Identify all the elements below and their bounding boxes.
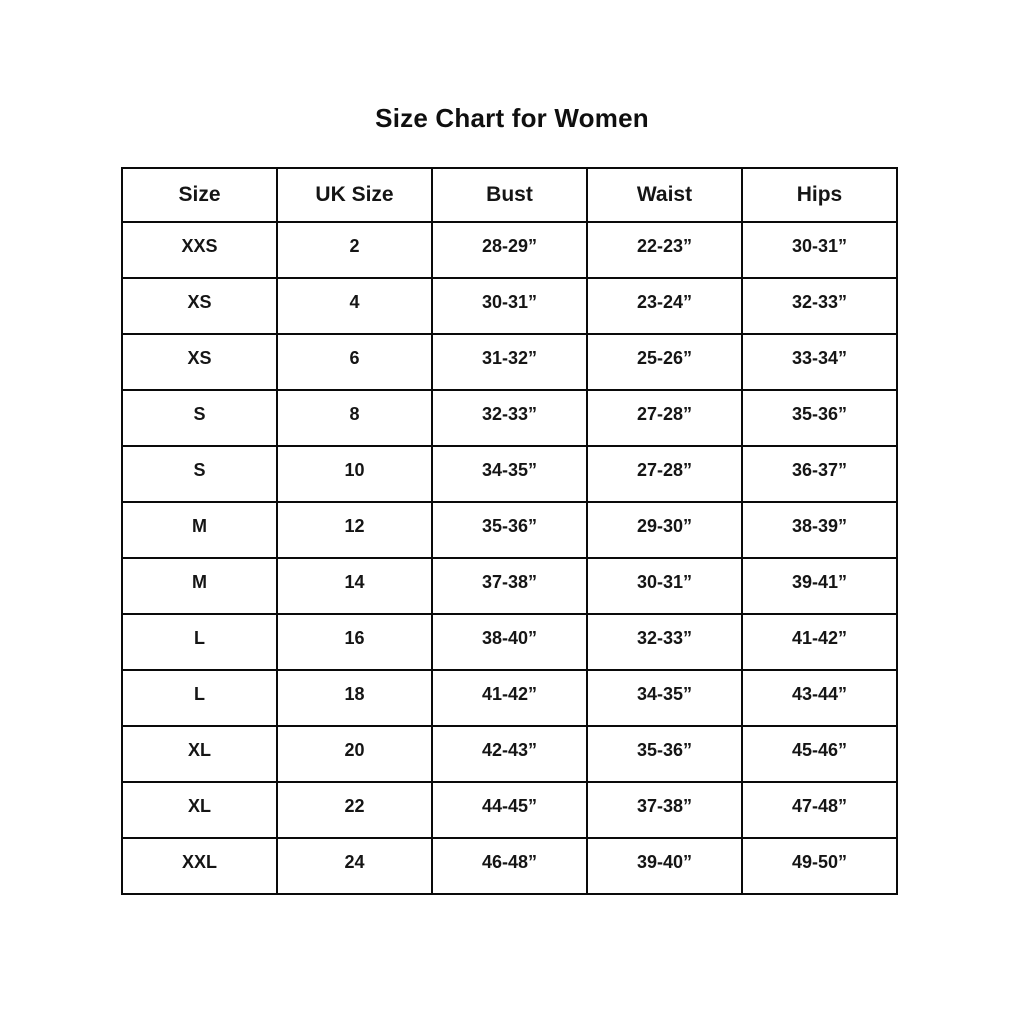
table-header: Size UK Size Bust Waist Hips	[121, 167, 898, 223]
table-cell: 34-35”	[431, 445, 588, 503]
column-header-uk-size: UK Size	[276, 167, 433, 223]
table-cell: 24	[276, 837, 433, 895]
table-cell: 30-31”	[586, 557, 743, 615]
table-cell: 22-23”	[586, 221, 743, 279]
table-cell: 45-46”	[741, 725, 898, 783]
table-cell: 6	[276, 333, 433, 391]
table-cell: 32-33”	[741, 277, 898, 335]
table-cell: 33-34”	[741, 333, 898, 391]
table-cell: XXS	[121, 221, 278, 279]
table-cell: 8	[276, 389, 433, 447]
table-cell: XS	[121, 277, 278, 335]
table-row: XL 22 44-45” 37-38” 47-48”	[121, 781, 898, 839]
table-cell: 39-40”	[586, 837, 743, 895]
column-header-size: Size	[121, 167, 278, 223]
table-row: L 18 41-42” 34-35” 43-44”	[121, 669, 898, 727]
table-cell: 29-30”	[586, 501, 743, 559]
table-cell: 4	[276, 277, 433, 335]
table-cell: S	[121, 445, 278, 503]
table-row: XS 4 30-31” 23-24” 32-33”	[121, 277, 898, 335]
table-cell: 10	[276, 445, 433, 503]
table-cell: XXL	[121, 837, 278, 895]
table-cell: 22	[276, 781, 433, 839]
table-cell: 44-45”	[431, 781, 588, 839]
table-cell: 37-38”	[586, 781, 743, 839]
table-cell: XS	[121, 333, 278, 391]
table-body: XXS 2 28-29” 22-23” 30-31” XS 4 30-31” 23-24” 32-…	[121, 221, 898, 895]
table-cell: XL	[121, 725, 278, 783]
table-row: S 10 34-35” 27-28” 36-37”	[121, 445, 898, 503]
table-cell: XL	[121, 781, 278, 839]
table-cell: 30-31”	[431, 277, 588, 335]
table-cell: L	[121, 669, 278, 727]
table-cell: 28-29”	[431, 221, 588, 279]
table-cell: S	[121, 389, 278, 447]
header-row: Size UK Size Bust Waist Hips	[121, 167, 898, 223]
table-row: S 8 32-33” 27-28” 35-36”	[121, 389, 898, 447]
table-cell: 43-44”	[741, 669, 898, 727]
table-cell: 27-28”	[586, 445, 743, 503]
table-cell: 12	[276, 501, 433, 559]
table-row: XXS 2 28-29” 22-23” 30-31”	[121, 221, 898, 279]
table-cell: 34-35”	[586, 669, 743, 727]
table-cell: 49-50”	[741, 837, 898, 895]
table-cell: M	[121, 501, 278, 559]
table-cell: 38-40”	[431, 613, 588, 671]
table-cell: 32-33”	[431, 389, 588, 447]
table-cell: 35-36”	[741, 389, 898, 447]
page-title: Size Chart for Women	[375, 103, 649, 133]
column-header-waist: Waist	[586, 167, 743, 223]
column-header-bust: Bust	[431, 167, 588, 223]
table-cell: 38-39”	[741, 501, 898, 559]
table-cell: 46-48”	[431, 837, 588, 895]
table-cell: 31-32”	[431, 333, 588, 391]
table-cell: M	[121, 557, 278, 615]
table-cell: 23-24”	[586, 277, 743, 335]
table-cell: 36-37”	[741, 445, 898, 503]
table-cell: 20	[276, 725, 433, 783]
column-header-hips: Hips	[741, 167, 898, 223]
table-cell: 35-36”	[586, 725, 743, 783]
table-row: XS 6 31-32” 25-26” 33-34”	[121, 333, 898, 391]
table-cell: 27-28”	[586, 389, 743, 447]
table-cell: 25-26”	[586, 333, 743, 391]
table-cell: 16	[276, 613, 433, 671]
table-row: XXL 24 46-48” 39-40” 49-50”	[121, 837, 898, 895]
table-cell: 30-31”	[741, 221, 898, 279]
table-cell: 41-42”	[431, 669, 588, 727]
size-chart-table: Size UK Size Bust Waist Hips XXS 2 28-29” 22-23…	[121, 167, 898, 895]
table-cell: 2	[276, 221, 433, 279]
table-cell: 42-43”	[431, 725, 588, 783]
table-row: M 12 35-36” 29-30” 38-39”	[121, 501, 898, 559]
table-cell: L	[121, 613, 278, 671]
table-cell: 37-38”	[431, 557, 588, 615]
table-cell: 32-33”	[586, 613, 743, 671]
table-cell: 47-48”	[741, 781, 898, 839]
table-cell: 18	[276, 669, 433, 727]
table-row: M 14 37-38” 30-31” 39-41”	[121, 557, 898, 615]
table-cell: 41-42”	[741, 613, 898, 671]
table-cell: 35-36”	[431, 501, 588, 559]
table-cell: 14	[276, 557, 433, 615]
table-row: XL 20 42-43” 35-36” 45-46”	[121, 725, 898, 783]
table-cell: 39-41”	[741, 557, 898, 615]
table-row: L 16 38-40” 32-33” 41-42”	[121, 613, 898, 671]
